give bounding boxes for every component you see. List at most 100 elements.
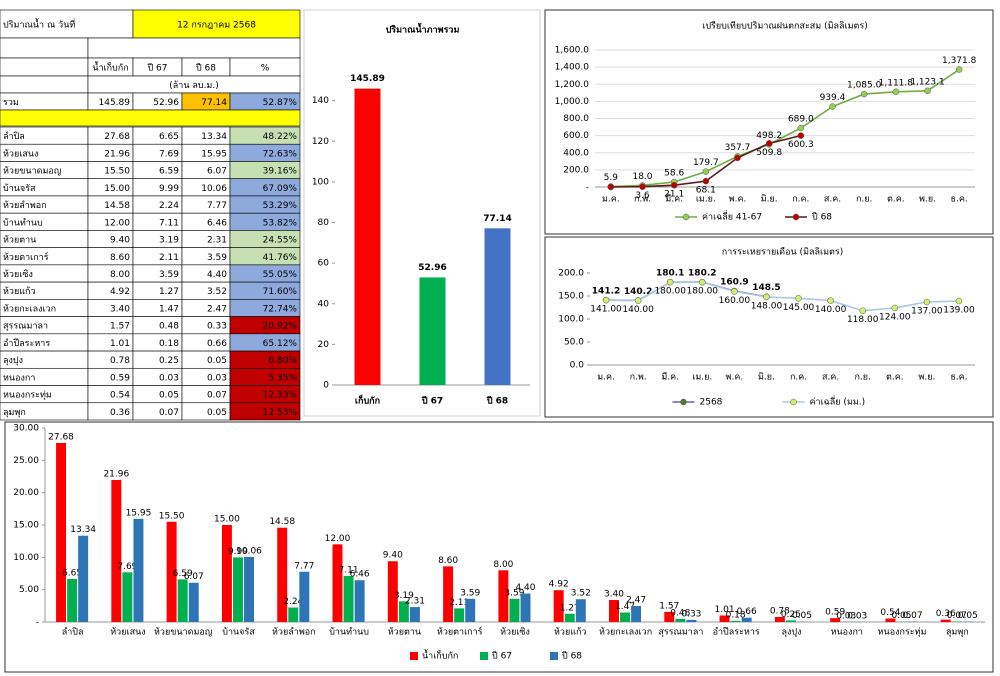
x-tick-label: มิ.ย. bbox=[761, 194, 778, 205]
legend-swatch bbox=[410, 652, 418, 660]
x-tick-label: มิ.ย. bbox=[758, 372, 775, 383]
x-tick-label: ปี 67 bbox=[421, 396, 444, 407]
x-tick-label: ห้วยเสนง bbox=[110, 627, 145, 638]
data-label: 6.07 bbox=[184, 572, 204, 582]
table-text: 3.40 bbox=[110, 304, 130, 314]
marker bbox=[892, 88, 900, 96]
x-tick-label: ม.ค. bbox=[602, 195, 620, 205]
x-tick-label: ก.พ. bbox=[634, 195, 651, 205]
table-cell bbox=[0, 37, 89, 59]
y-tick-label: 400.0 bbox=[563, 148, 589, 158]
marker bbox=[734, 154, 741, 162]
y-tick-label: 50.0 bbox=[564, 338, 584, 348]
x-tick-label: ก.ย. bbox=[856, 195, 872, 205]
chart-frame bbox=[303, 9, 541, 417]
table-text: 6.46 bbox=[207, 218, 227, 228]
table-text: 6.65 bbox=[159, 132, 179, 142]
data-label: 148.00 bbox=[751, 301, 783, 311]
data-label: 140.2 bbox=[624, 287, 652, 297]
table-text: 1.01 bbox=[110, 339, 130, 349]
data-label: 52.96 bbox=[418, 263, 446, 273]
data-label: 10.06 bbox=[236, 546, 262, 556]
legend-label: 2568 bbox=[700, 398, 723, 408]
table-text: 9.99 bbox=[159, 184, 179, 194]
data-label: 3.59 bbox=[504, 588, 524, 598]
x-tick-label: อำปึลระหาร bbox=[713, 627, 760, 638]
bar bbox=[940, 619, 951, 622]
data-label: 0.05 bbox=[792, 611, 812, 621]
x-tick-label: หนองกา bbox=[831, 628, 863, 638]
legend-swatch bbox=[790, 398, 797, 406]
legend-swatch bbox=[480, 652, 488, 660]
data-label: 3.59 bbox=[460, 588, 480, 598]
data-label: 160.9 bbox=[720, 277, 748, 287]
marker bbox=[639, 183, 646, 190]
data-label: 0.59 bbox=[825, 608, 845, 618]
data-label: 4.40 bbox=[515, 583, 535, 593]
table-text: 0.07 bbox=[159, 408, 179, 418]
x-tick-label: ห้วยเซิง bbox=[500, 627, 530, 638]
data-label: 600.3 bbox=[788, 140, 814, 150]
data-label: 0.07 bbox=[947, 611, 967, 621]
x-tick-label: ก.ค. bbox=[792, 195, 809, 205]
marker bbox=[955, 66, 963, 73]
data-label: 7.69 bbox=[117, 562, 137, 572]
x-tick-label: พ.ย. bbox=[918, 373, 935, 383]
y-tick-label: 1,200.0 bbox=[555, 80, 590, 90]
data-label: 118.00 bbox=[847, 315, 879, 325]
table-text: 53.82% bbox=[263, 218, 298, 228]
data-label: 0.07 bbox=[903, 611, 923, 621]
table-cell bbox=[0, 75, 89, 94]
marker bbox=[891, 304, 899, 312]
data-label: 8.00 bbox=[493, 560, 513, 570]
chart-title: เปรียบเทียบปริมาณฝนตกสะสม (มิลลิเมตร) bbox=[702, 21, 868, 32]
table-text: 71.60% bbox=[263, 287, 298, 297]
marker bbox=[602, 296, 610, 304]
table-text: 3.19 bbox=[159, 236, 179, 246]
y-tick-label: 1,600.0 bbox=[555, 46, 590, 56]
bar bbox=[719, 615, 730, 622]
table-text: 55.05% bbox=[263, 270, 298, 280]
table-text: ห้วยเซิง bbox=[3, 269, 33, 280]
bar bbox=[730, 620, 741, 622]
chart-title: การระเหยรายเดือน (มิลลิเมตร) bbox=[722, 247, 843, 258]
table-cell bbox=[0, 109, 301, 127]
table-text: 15.00 bbox=[104, 184, 130, 194]
bar bbox=[288, 607, 299, 622]
data-label: 180.1 bbox=[656, 269, 684, 279]
bar bbox=[387, 561, 398, 622]
data-label: 8.60 bbox=[438, 556, 458, 566]
marker bbox=[670, 181, 678, 189]
data-label: 77.14 bbox=[483, 214, 511, 224]
x-tick-label: ห้วยลำพอก bbox=[272, 627, 316, 638]
table-text: % bbox=[261, 64, 270, 74]
bar bbox=[188, 582, 199, 622]
y-tick-label: 60 bbox=[318, 259, 330, 269]
data-label: 4.92 bbox=[549, 580, 569, 590]
table-text: 0.03 bbox=[207, 373, 227, 383]
table-text: 15.95 bbox=[201, 149, 227, 159]
chart-frame bbox=[544, 9, 994, 235]
table-text: 24.55% bbox=[263, 236, 298, 246]
table-text: ห้วยแก้ว bbox=[3, 286, 36, 297]
table-text: 2.24 bbox=[159, 201, 179, 211]
data-label: 180.2 bbox=[688, 269, 716, 279]
bar bbox=[332, 544, 343, 622]
marker bbox=[634, 297, 642, 304]
y-tick-label: 100 bbox=[312, 177, 329, 187]
table-text: 0.18 bbox=[159, 339, 179, 349]
data-label: 160.00 bbox=[719, 296, 751, 306]
table-text: 0.66 bbox=[207, 339, 227, 349]
data-label: 1.47 bbox=[615, 602, 635, 612]
table-text: ห้วยตาเการ์ bbox=[3, 251, 49, 263]
marker bbox=[702, 177, 710, 185]
legend-label: น้ำเก็บกัก bbox=[422, 649, 458, 662]
data-label: 0.03 bbox=[847, 611, 867, 621]
table-text: 1.27 bbox=[159, 287, 179, 297]
table-text: 39.16% bbox=[263, 167, 298, 177]
table-text: หนองกา bbox=[3, 373, 35, 383]
x-tick-label: ห้วยแก้ว bbox=[554, 627, 587, 638]
data-label: 12.00 bbox=[325, 534, 351, 544]
bar bbox=[498, 570, 509, 622]
data-label: 7.11 bbox=[339, 566, 359, 576]
